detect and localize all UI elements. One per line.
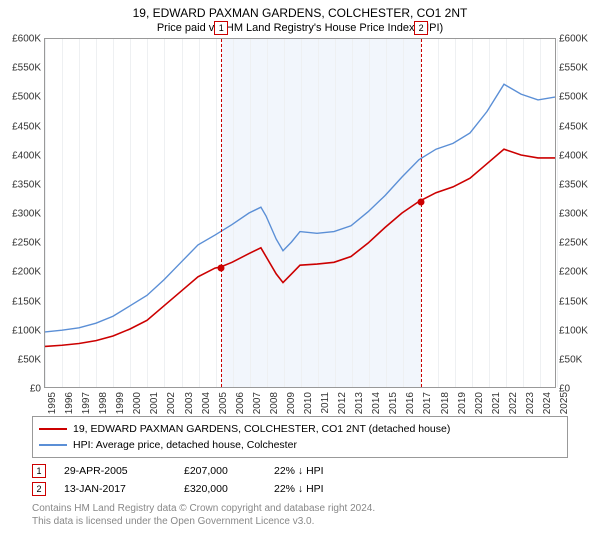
y-tick-left: £200K bbox=[12, 267, 45, 278]
x-tick-label: 2019 bbox=[457, 392, 468, 414]
x-tick-label: 1998 bbox=[98, 392, 109, 414]
x-tick-label: 2000 bbox=[132, 392, 143, 414]
chart-container: 19, EDWARD PAXMAN GARDENS, COLCHESTER, C… bbox=[0, 0, 600, 560]
y-tick-left: £250K bbox=[12, 238, 45, 249]
y-tick-right: £100K bbox=[555, 325, 588, 336]
sale-point-1 bbox=[218, 265, 225, 272]
y-tick-left: £450K bbox=[12, 121, 45, 132]
x-tick-label: 2009 bbox=[286, 392, 297, 414]
y-tick-left: £400K bbox=[12, 150, 45, 161]
sale-row-1: 1 29-APR-2005£207,00022% ↓ HPI bbox=[32, 464, 568, 478]
sale-date: 13-JAN-2017 bbox=[64, 483, 184, 495]
y-tick-left: £150K bbox=[12, 296, 45, 307]
x-tick-label: 2008 bbox=[269, 392, 280, 414]
x-tick-label: 2020 bbox=[474, 392, 485, 414]
y-tick-right: £600K bbox=[555, 34, 588, 45]
y-tick-right: £400K bbox=[555, 150, 588, 161]
x-tick-label: 2014 bbox=[371, 392, 382, 414]
sale-price: £207,000 bbox=[184, 465, 274, 477]
y-tick-right: £200K bbox=[555, 267, 588, 278]
legend-label: 19, EDWARD PAXMAN GARDENS, COLCHESTER, C… bbox=[73, 421, 450, 437]
plot-region: £0£0£50K£50K£100K£100K£150K£150K£200K£20… bbox=[44, 38, 556, 388]
chart-subtitle: Price paid vs. HM Land Registry's House … bbox=[0, 20, 600, 38]
series-property bbox=[45, 149, 555, 346]
y-tick-left: £50K bbox=[18, 354, 45, 365]
y-tick-left: £100K bbox=[12, 325, 45, 336]
sale-date: 29-APR-2005 bbox=[64, 465, 184, 477]
y-tick-right: £250K bbox=[555, 238, 588, 249]
sale-price: £320,000 bbox=[184, 483, 274, 495]
sale-marker-box-2: 2 bbox=[414, 21, 428, 35]
sale-row-marker: 2 bbox=[32, 482, 46, 496]
x-tick-label: 2010 bbox=[303, 392, 314, 414]
legend-swatch bbox=[39, 444, 67, 446]
chart-title: 19, EDWARD PAXMAN GARDENS, COLCHESTER, C… bbox=[0, 0, 600, 20]
x-tick-label: 2024 bbox=[542, 392, 553, 414]
sale-hpi-diff: 22% ↓ HPI bbox=[274, 465, 384, 477]
footer-line2: This data is licensed under the Open Gov… bbox=[32, 515, 568, 528]
x-tick-label: 2003 bbox=[184, 392, 195, 414]
x-tick-label: 2021 bbox=[491, 392, 502, 414]
footer-attribution: Contains HM Land Registry data © Crown c… bbox=[32, 502, 568, 528]
sale-marker-line-1 bbox=[221, 39, 222, 387]
y-tick-left: £0 bbox=[30, 384, 45, 395]
y-tick-right: £550K bbox=[555, 63, 588, 74]
y-tick-left: £550K bbox=[12, 63, 45, 74]
x-tick-label: 2013 bbox=[354, 392, 365, 414]
y-tick-right: £50K bbox=[555, 354, 582, 365]
x-tick-label: 2007 bbox=[252, 392, 263, 414]
x-tick-label: 1999 bbox=[115, 392, 126, 414]
sale-marker-box-1: 1 bbox=[214, 21, 228, 35]
x-tick-label: 2004 bbox=[201, 392, 212, 414]
x-tick-label: 2022 bbox=[508, 392, 519, 414]
chart-area: £0£0£50K£50K£100K£100K£150K£150K£200K£20… bbox=[44, 38, 556, 408]
x-tick-label: 2005 bbox=[218, 392, 229, 414]
x-tick-label: 2025 bbox=[559, 392, 570, 414]
sale-hpi-diff: 22% ↓ HPI bbox=[274, 483, 384, 495]
y-tick-right: £150K bbox=[555, 296, 588, 307]
y-tick-left: £300K bbox=[12, 209, 45, 220]
series-hpi bbox=[45, 84, 555, 332]
x-tick-label: 2006 bbox=[235, 392, 246, 414]
line-layer bbox=[45, 39, 555, 387]
x-tick-label: 1995 bbox=[47, 392, 58, 414]
y-tick-right: £450K bbox=[555, 121, 588, 132]
x-tick-label: 2016 bbox=[405, 392, 416, 414]
x-tick-label: 2023 bbox=[525, 392, 536, 414]
x-tick-label: 1996 bbox=[64, 392, 75, 414]
legend-item: HPI: Average price, detached house, Colc… bbox=[39, 437, 561, 453]
x-tick-label: 2002 bbox=[166, 392, 177, 414]
footer-line1: Contains HM Land Registry data © Crown c… bbox=[32, 502, 568, 515]
sale-row-marker: 1 bbox=[32, 464, 46, 478]
y-tick-left: £500K bbox=[12, 92, 45, 103]
y-tick-right: £500K bbox=[555, 92, 588, 103]
x-tick-label: 2012 bbox=[337, 392, 348, 414]
legend: 19, EDWARD PAXMAN GARDENS, COLCHESTER, C… bbox=[32, 416, 568, 458]
y-tick-right: £350K bbox=[555, 179, 588, 190]
x-tick-label: 2001 bbox=[149, 392, 160, 414]
sale-point-2 bbox=[418, 199, 425, 206]
sales-list: 1 29-APR-2005£207,00022% ↓ HPI 2 13-JAN-201… bbox=[32, 464, 568, 496]
legend-item: 19, EDWARD PAXMAN GARDENS, COLCHESTER, C… bbox=[39, 421, 561, 437]
y-tick-left: £350K bbox=[12, 179, 45, 190]
sale-row-2: 2 13-JAN-2017£320,00022% ↓ HPI bbox=[32, 482, 568, 496]
x-tick-label: 2011 bbox=[320, 392, 331, 414]
y-tick-left: £600K bbox=[12, 34, 45, 45]
x-tick-label: 2018 bbox=[440, 392, 451, 414]
legend-swatch bbox=[39, 428, 67, 430]
sale-marker-line-2 bbox=[421, 39, 422, 387]
x-tick-label: 2015 bbox=[388, 392, 399, 414]
x-tick-label: 2017 bbox=[422, 392, 433, 414]
y-tick-right: £300K bbox=[555, 209, 588, 220]
legend-label: HPI: Average price, detached house, Colc… bbox=[73, 437, 297, 453]
x-tick-label: 1997 bbox=[81, 392, 92, 414]
